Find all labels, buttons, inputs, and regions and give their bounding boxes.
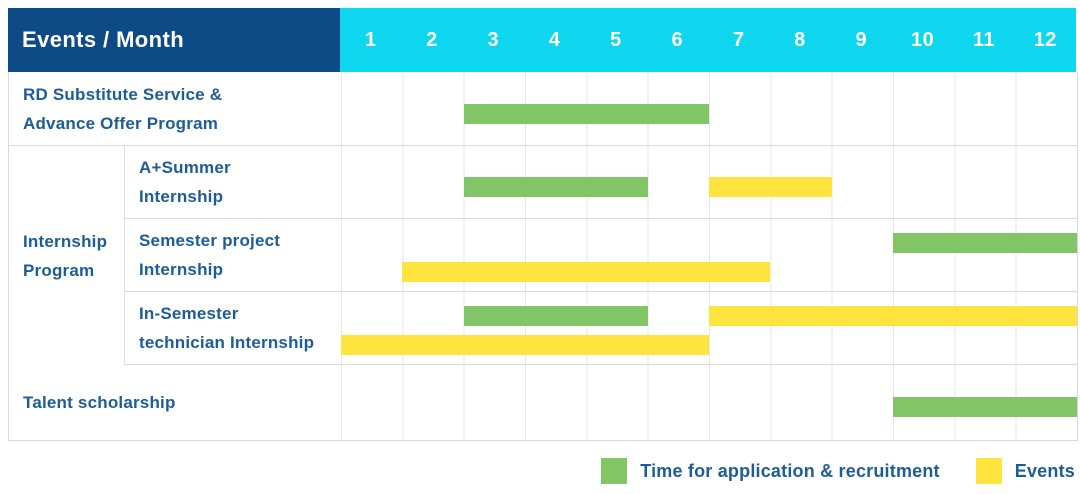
- month-header-7: 7: [732, 28, 745, 51]
- row-label-line: Internship: [139, 187, 224, 206]
- gantt-bar-recruitment: [463, 306, 648, 326]
- month-header-2: 2: [426, 28, 438, 51]
- row-label: In-Semester technician Internship: [125, 292, 341, 364]
- row-label: A+Summer Internship: [125, 146, 341, 218]
- month-header-8: 8: [794, 28, 806, 51]
- row-month-grid: [341, 72, 1077, 145]
- legend-label: Time for application & recruitment: [640, 460, 940, 481]
- month-header-11: 11: [972, 28, 996, 51]
- table-header-row: Events / Month 1 2 3 4 5 6 7 8 9 10 11 12: [8, 8, 1076, 72]
- row-label-line: Internship: [139, 260, 224, 279]
- row-label: RD Substitute Service & Advance Offer Pro…: [9, 72, 341, 145]
- row-label: Semester project Internship: [125, 219, 341, 291]
- gantt-bar-events: [402, 262, 771, 282]
- row-label-line: RD Substitute Service &: [23, 84, 223, 104]
- legend-swatch-yellow: [975, 458, 1002, 484]
- month-header-6: 6: [671, 28, 684, 51]
- legend-item-green: Time for application & recruitment: [601, 458, 940, 484]
- legend-label: Events: [1014, 460, 1075, 481]
- gantt-table: Events / Month 1 2 3 4 5 6 7 8 9 10 11 12 RD Substi…: [8, 8, 1078, 441]
- month-header-10: 10: [911, 28, 935, 51]
- row-label: Talent scholarship: [9, 365, 341, 440]
- row-label-line: Talent scholarship: [23, 393, 176, 412]
- header-months-row: 1 2 3 4 5 6 7 8 9 10 11 12: [340, 8, 1076, 72]
- table-row: In-Semester technician Internship: [9, 292, 1077, 365]
- header-title: Events / Month: [22, 27, 185, 52]
- gantt-bar-recruitment: [463, 177, 648, 197]
- row-month-grid: [341, 365, 1077, 440]
- legend-item-yellow: Events: [975, 458, 1075, 484]
- month-header-1: 1: [364, 28, 377, 51]
- month-header-9: 9: [855, 28, 868, 51]
- gantt-bar-events: [709, 306, 1077, 326]
- group-label-line: Internship: [23, 231, 108, 251]
- row-label-line: In-Semester: [139, 304, 239, 323]
- legend: Time for application & recruitment Events: [601, 453, 1075, 489]
- table-row: A+Summer Internship: [9, 146, 1077, 219]
- gantt-bar-recruitment: [893, 397, 1077, 417]
- row-label-line: A+Summer: [139, 158, 231, 177]
- row-label-line: technician Internship: [139, 333, 315, 352]
- month-header-4: 4: [548, 28, 561, 51]
- row-month-grid: [341, 292, 1077, 364]
- gantt-bar-recruitment: [893, 233, 1077, 253]
- row-month-grid: [341, 146, 1077, 218]
- table-row: RD Substitute Service & Advance Offer Pro…: [9, 72, 1077, 146]
- month-header-5: 5: [610, 28, 622, 51]
- month-header-3: 3: [487, 28, 500, 51]
- gantt-bar-events: [341, 335, 709, 355]
- group-label-line: Program: [23, 260, 95, 280]
- row-label-line: Advance Offer Program: [23, 113, 219, 133]
- gantt-bar-recruitment: [463, 104, 709, 124]
- table-row: Talent scholarship: [9, 365, 1077, 440]
- table-body: RD Substitute Service & Advance Offer Pro…: [8, 72, 1078, 441]
- month-header-12: 12: [1033, 28, 1057, 51]
- gantt-bar-events: [709, 177, 832, 197]
- legend-swatch-green: [601, 458, 628, 484]
- row-label-line: Semester project: [139, 231, 281, 250]
- group-label-internship-program: Internship Program: [9, 146, 125, 365]
- header-events-month-cell: Events / Month: [8, 8, 340, 72]
- table-row: Semester project Internship: [9, 219, 1077, 292]
- row-month-grid: [341, 219, 1077, 291]
